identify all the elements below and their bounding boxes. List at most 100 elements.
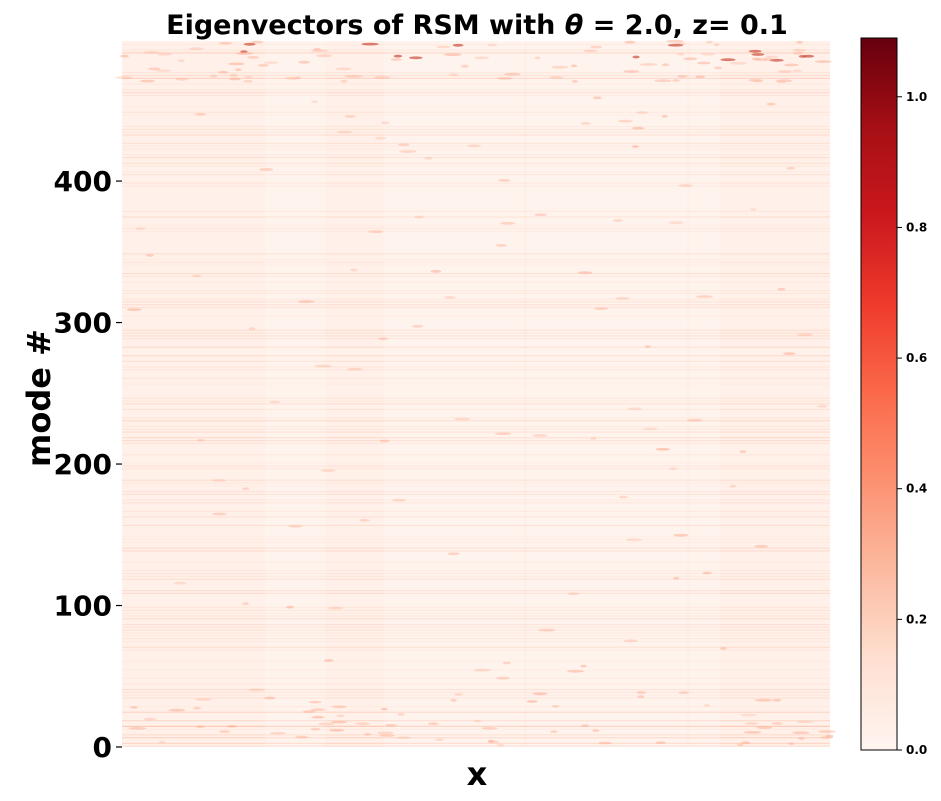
heatmap-spot <box>615 297 630 300</box>
heatmap-spot <box>495 244 507 247</box>
heatmap-spot <box>683 57 698 61</box>
heatmap-spot <box>743 731 762 734</box>
y-tick-label: 200 <box>54 448 112 481</box>
heatmap-spot <box>287 524 304 528</box>
heatmap-spot <box>129 727 147 730</box>
heatmap-row <box>122 298 830 300</box>
colorbar-tick-label: 0.2 <box>906 612 927 626</box>
heatmap-row <box>122 618 830 620</box>
heatmap-spot <box>580 122 592 125</box>
heatmap-spot <box>460 64 469 68</box>
heatmap-spot <box>740 713 757 717</box>
heatmap-row <box>122 304 830 306</box>
heatmap-row <box>122 550 830 552</box>
heatmap-spot <box>623 70 640 73</box>
heatmap-spot <box>390 58 403 61</box>
heatmap-spot <box>792 731 810 735</box>
heatmap-spot <box>242 602 249 606</box>
heatmap-row <box>122 230 830 232</box>
heatmap-spot <box>340 79 348 83</box>
heatmap-row <box>122 397 830 399</box>
heatmap-spot <box>617 119 633 123</box>
heatmap-row <box>122 366 830 368</box>
heatmap-spot <box>196 438 205 442</box>
heatmap-spot <box>399 150 417 153</box>
heatmap-spot <box>344 75 363 78</box>
heatmap-row <box>122 49 830 51</box>
heatmap-spot <box>311 715 325 719</box>
heatmap-spot <box>695 295 713 298</box>
heatmap-row <box>122 369 830 371</box>
heatmap-row <box>122 623 830 626</box>
heatmap-spot <box>551 65 569 69</box>
heatmap-spot <box>551 705 560 708</box>
heatmap-spot <box>496 77 513 80</box>
colorbar-ticks: 0.0 0.2 0.4 0.6 0.8 1.0 <box>897 90 927 757</box>
heatmap-row <box>122 677 830 679</box>
heatmap-row <box>122 275 830 278</box>
heatmap-spot <box>377 731 394 735</box>
heatmap-row <box>122 578 830 580</box>
heatmap-row <box>122 162 830 164</box>
heatmap-spot <box>193 706 201 710</box>
heatmap-row <box>122 145 830 147</box>
heatmap-spot <box>526 700 538 703</box>
heatmap-row <box>122 646 830 648</box>
heatmap-row <box>122 688 830 691</box>
heatmap-row <box>122 43 830 46</box>
heatmap-row <box>122 437 830 439</box>
heatmap-spot <box>703 704 711 707</box>
heatmap-row <box>122 94 830 96</box>
heatmap-row <box>122 355 830 357</box>
heatmap-row <box>122 157 830 159</box>
heatmap-spot <box>147 67 161 71</box>
heatmap <box>115 39 836 747</box>
heatmap-spot <box>380 121 390 125</box>
heatmap-spot <box>373 76 391 79</box>
heatmap-spot <box>434 738 445 742</box>
heatmap-row <box>122 728 830 730</box>
heatmap-spot <box>496 676 510 680</box>
colorbar: 0.0 0.2 0.4 0.6 0.8 1.0 <box>860 37 927 757</box>
heatmap-row <box>122 134 830 136</box>
heatmap-spot <box>447 552 460 556</box>
heatmap-spot <box>140 79 155 83</box>
heatmap-spot <box>335 67 352 71</box>
heatmap-spot <box>145 254 154 257</box>
heatmap-spot <box>303 710 316 713</box>
heatmap-row <box>122 737 830 739</box>
heatmap-spot <box>654 79 672 83</box>
heatmap-row <box>122 165 830 167</box>
heatmap-spot <box>229 73 238 77</box>
heatmap-row <box>122 417 830 419</box>
heatmap-spot <box>355 722 371 726</box>
heatmap-spot <box>777 70 793 73</box>
heatmap-row <box>122 258 830 261</box>
heatmap-spot <box>298 60 311 64</box>
heatmap-spot <box>308 700 322 704</box>
heatmap-row <box>122 669 830 671</box>
heatmap-spot <box>644 345 651 348</box>
heatmap-spot <box>314 364 332 368</box>
heatmap-spot <box>235 68 242 72</box>
heatmap-spot <box>720 647 727 650</box>
heatmap-row <box>122 72 830 74</box>
heatmap-row <box>122 720 830 722</box>
heatmap-spot <box>667 43 684 47</box>
heatmap-row <box>122 142 830 145</box>
heatmap-row <box>122 89 830 91</box>
heatmap-spot <box>494 432 512 436</box>
heatmap-spot <box>269 400 281 404</box>
heatmap-background <box>122 41 830 747</box>
heatmap-spot <box>598 741 613 745</box>
heatmap-band <box>384 41 524 747</box>
heatmap-spot <box>538 628 556 632</box>
heatmap-spot <box>242 487 250 491</box>
heatmap-row <box>122 516 830 518</box>
heatmap-spot <box>263 61 279 64</box>
heatmap-spot <box>534 56 541 60</box>
heatmap-spot <box>592 96 602 100</box>
heatmap-spot <box>762 57 775 61</box>
heatmap-row <box>122 705 830 708</box>
